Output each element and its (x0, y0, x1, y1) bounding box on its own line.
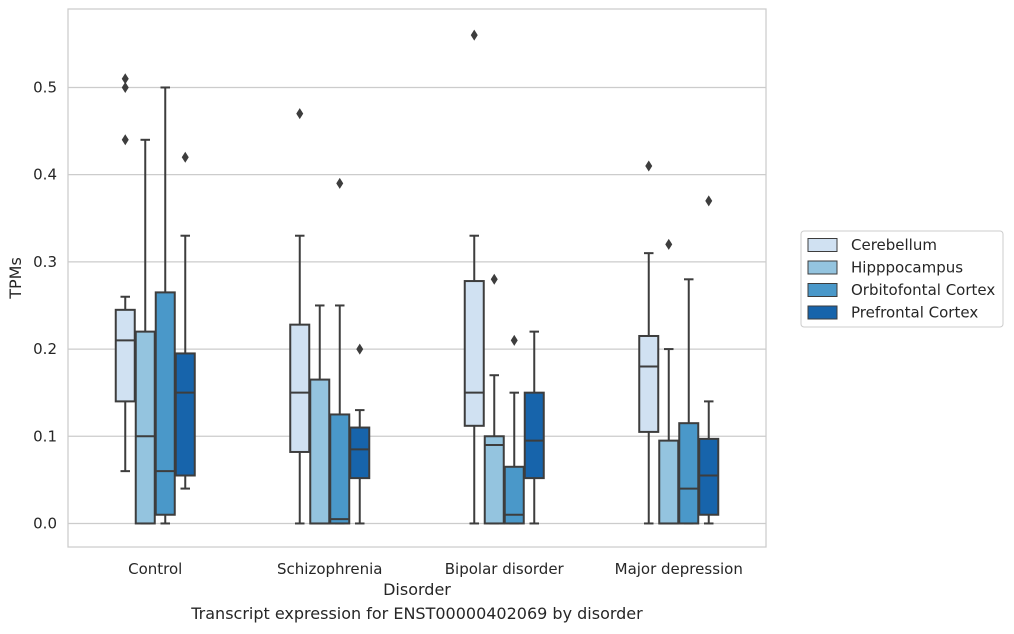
box-group (154, 86, 176, 525)
y-axis-title: TPMs (6, 257, 25, 300)
box-iqr (638, 334, 660, 433)
legend-swatch (807, 238, 838, 252)
box-group (523, 330, 545, 525)
x-tick-label: Major depression (615, 560, 743, 578)
box-iqr (678, 422, 700, 525)
box-iqr (289, 323, 311, 453)
box-iqr (463, 280, 485, 427)
boxes (114, 29, 720, 525)
y-tick-label: 0.2 (33, 340, 57, 358)
box-iqr (349, 426, 371, 480)
y-tick-label: 0.4 (33, 166, 57, 184)
legend-label: Orbitofontal Cortex (851, 281, 995, 299)
y-axis-ticks: 0.0 0.1 0.2 0.3 0.4 0.5 (33, 78, 57, 532)
box-iqr (503, 465, 525, 525)
box-group (463, 29, 485, 525)
outlier-marker (510, 334, 518, 346)
box-group (134, 138, 156, 525)
box-group (678, 278, 700, 525)
legend-label: Hipppocampus (851, 259, 963, 277)
box-iqr (134, 330, 156, 525)
y-tick-label: 0.3 (33, 253, 57, 271)
box-group (289, 108, 311, 525)
legend-frame (800, 230, 1004, 328)
box-iqr (309, 378, 331, 525)
y-tick-label: 0.1 (33, 427, 57, 445)
legend: Cerebellum Hipppocampus Orbitofontal Corte… (800, 230, 1004, 328)
y-tick-label: 0.5 (33, 78, 57, 96)
legend-label: Cerebellum (851, 236, 937, 254)
x-axis-title: Disorder (383, 580, 451, 599)
x-tick-label: Schizophrenia (277, 560, 382, 578)
x-tick-label: Control (128, 560, 182, 578)
y-tick-label: 0.0 (33, 514, 57, 532)
outlier-marker (121, 134, 129, 146)
box-iqr (523, 391, 545, 480)
box-group (658, 238, 680, 525)
outlier-marker (336, 177, 344, 189)
outlier-marker (470, 29, 478, 41)
outlier-marker (121, 73, 129, 85)
box-iqr (154, 291, 176, 516)
box-iqr (114, 308, 136, 403)
box-group (114, 73, 136, 473)
chart-caption: Transcript expression for ENST0000040206… (191, 604, 643, 623)
box-group (638, 160, 660, 525)
box-group (698, 195, 720, 525)
box-group (349, 343, 371, 525)
box-iqr (698, 437, 720, 516)
outlier-marker (490, 273, 498, 285)
x-axis-ticks: Control Schizophrenia Bipolar disorder Majo… (128, 560, 743, 578)
box-iqr (658, 439, 680, 525)
box-group (503, 334, 525, 525)
outlier-marker (121, 81, 129, 93)
legend-swatch (807, 260, 838, 275)
outlier-marker (356, 343, 364, 355)
outlier-marker (181, 151, 189, 163)
legend-label: Prefrontal Cortex (851, 304, 978, 322)
x-tick-label: Bipolar disorder (445, 560, 565, 578)
outlier-marker (645, 160, 653, 172)
legend-swatch (807, 305, 838, 320)
outlier-marker (296, 108, 304, 120)
box-group (329, 177, 351, 525)
legend-swatch (807, 283, 838, 297)
box-iqr (174, 352, 196, 477)
outlier-marker (665, 238, 673, 250)
box-group (174, 151, 196, 490)
box-iqr (483, 435, 505, 525)
box-iqr (329, 413, 351, 525)
box-group (483, 273, 505, 525)
plot-frame (67, 8, 767, 548)
box-group (309, 304, 331, 525)
outlier-marker (705, 195, 713, 207)
